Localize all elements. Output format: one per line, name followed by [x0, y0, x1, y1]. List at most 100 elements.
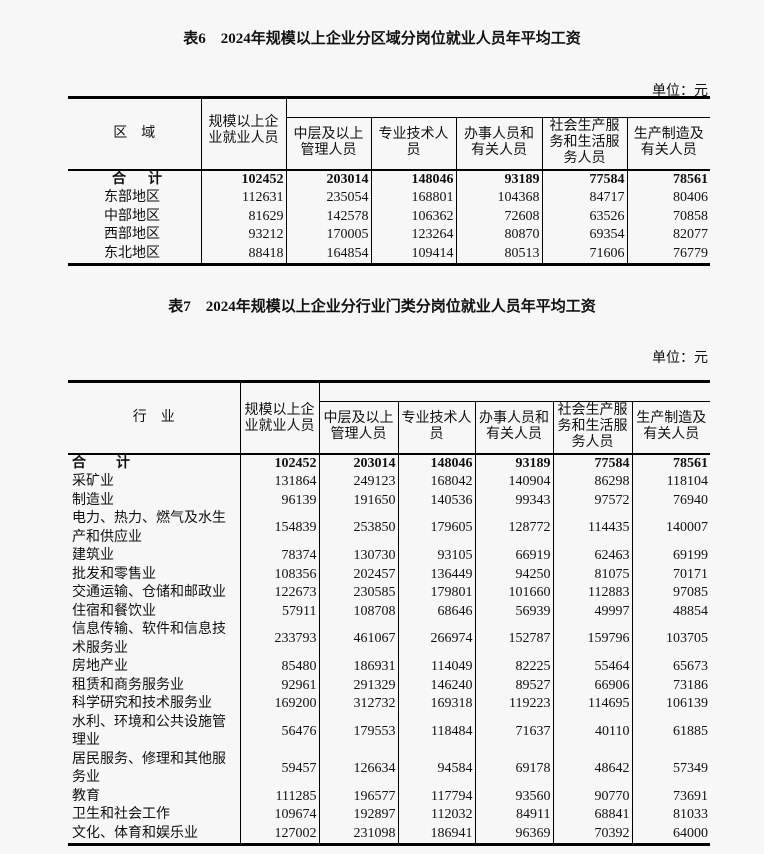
table-row: 信息传输、软件和信息技术服务业 233793 461067 266974 152787 1… [68, 621, 711, 658]
row-label: 制造业 [72, 492, 114, 508]
cell-value: 73186 [631, 676, 711, 695]
cell-value: 122673 [239, 584, 319, 603]
cell-value: 93105 [397, 547, 475, 566]
cell-value: 186931 [318, 658, 398, 677]
cell-value: 69199 [631, 547, 711, 566]
header-col: 规模以上企业就业人员 [200, 97, 286, 171]
cell-value: 97085 [631, 584, 711, 603]
cell-value: 179553 [318, 713, 398, 751]
cell-value: 78561 [631, 453, 711, 473]
cell-value: 109674 [239, 806, 319, 825]
cell-value: 84911 [474, 806, 553, 825]
cell-value: 104368 [455, 189, 542, 208]
table-row: 交通运输、仓储和邮政业 122673 230585 179801 101660 11288… [68, 584, 711, 603]
cell-value: 96139 [239, 491, 319, 510]
cell-value: 70392 [552, 824, 632, 845]
row-label: 东部地区 [104, 190, 160, 205]
row-label: 信息传输、软件和信息技术服务业 [72, 622, 226, 656]
cell-value: 196577 [318, 787, 398, 806]
table7-title: 表7 2024年规模以上企业分行业门类分岗位就业人员年平均工资 [168, 299, 596, 315]
cell-value: 62463 [552, 547, 632, 566]
cell-value: 192897 [318, 806, 398, 825]
cell-value: 82225 [474, 658, 553, 677]
cell-value: 249123 [318, 473, 398, 492]
cell-value: 78561 [626, 169, 711, 189]
cell-value: 59457 [239, 750, 319, 788]
table-row: 电力、热力、燃气及水生产和供应业 154839 253850 179605 128772… [68, 510, 711, 547]
cell-value: 40110 [552, 713, 632, 751]
cell-value: 114695 [552, 695, 632, 714]
cell-value: 76940 [631, 491, 711, 510]
cell-value: 111285 [239, 787, 319, 806]
table-row: 制造业 96139 191650 140536 99343 97572 76940 [68, 491, 711, 510]
cell-value: 56939 [474, 602, 553, 621]
table-row: 东部地区 112631 235054 168801 104368 84717 80406 [68, 189, 711, 208]
cell-value: 118104 [631, 473, 711, 492]
cell-value: 93212 [200, 226, 286, 245]
cell-value: 128772 [474, 510, 553, 547]
table-row: 住宿和餐饮业 57911 108708 68646 56939 49997 48854 [68, 602, 711, 621]
cell-value: 86298 [552, 473, 632, 492]
table-row: 居民服务、修理和其他服务业 59457 126634 94584 69178 48642 5… [68, 750, 711, 788]
cell-value: 140904 [474, 473, 553, 492]
cell-value: 81629 [200, 207, 286, 226]
cell-value: 112032 [397, 806, 475, 825]
cell-value: 148046 [397, 453, 475, 473]
cell-value: 81075 [552, 565, 632, 584]
header-col: 中层及以上管理人员 [318, 401, 398, 455]
row-label: 合 计 [112, 171, 166, 187]
cell-value: 119223 [474, 695, 553, 714]
cell-value: 93189 [455, 169, 542, 189]
row-label: 房地产业 [72, 659, 128, 674]
cell-value: 108356 [239, 565, 319, 584]
cell-value: 169318 [397, 695, 475, 714]
cell-value: 82077 [626, 226, 711, 245]
cell-value: 170005 [285, 226, 371, 245]
cell-value: 114435 [552, 510, 632, 547]
cell-value: 80406 [626, 189, 711, 208]
cell-value: 56476 [239, 713, 319, 751]
cell-value: 114049 [397, 658, 475, 677]
header-industry: 行 业 [68, 381, 240, 455]
row-label: 合 计 [72, 455, 138, 471]
cell-value: 168801 [370, 189, 456, 208]
table-row: 东北地区 88418 164854 109414 80513 71606 76779 [68, 244, 711, 265]
cell-value: 186941 [397, 824, 475, 845]
header-col: 中层及以上管理人员 [285, 117, 371, 171]
cell-value: 117794 [397, 787, 475, 806]
cell-value: 66919 [474, 547, 553, 566]
cell-value: 88418 [200, 244, 286, 265]
cell-value: 94250 [474, 565, 553, 584]
cell-value: 101660 [474, 584, 553, 603]
row-label: 建筑业 [72, 548, 114, 563]
cell-value: 63526 [541, 207, 627, 226]
cell-value: 69354 [541, 226, 627, 245]
row-label: 教育 [72, 788, 100, 804]
cell-value: 77584 [541, 169, 627, 189]
cell-value: 140007 [631, 510, 711, 547]
table-row: 建筑业 78374 130730 93105 66919 62463 69199 [68, 547, 711, 566]
cell-value: 136449 [397, 565, 475, 584]
cell-value: 142578 [285, 207, 371, 226]
row-label: 西部地区 [104, 227, 160, 242]
cell-value: 68841 [552, 806, 632, 825]
table6-title: 表6 2024年规模以上企业分区域分岗位就业人员年平均工资 [183, 31, 581, 47]
cell-value: 65673 [631, 658, 711, 677]
cell-value: 203014 [318, 453, 398, 473]
cell-value: 291329 [318, 676, 398, 695]
cell-value: 108708 [318, 602, 398, 621]
row-label: 文化、体育和娱乐业 [72, 825, 198, 841]
cell-value: 154839 [239, 510, 319, 547]
table-row: 水利、环境和公共设施管理业 56476 179553 118484 71637 40110… [68, 713, 711, 751]
row-label: 批发和零售业 [72, 566, 156, 582]
cell-value: 89527 [474, 676, 553, 695]
cell-value: 55464 [552, 658, 632, 677]
header-col: 生产制造及有关人员 [626, 117, 711, 171]
cell-value: 66906 [552, 676, 632, 695]
cell-value: 235054 [285, 189, 371, 208]
cell-value: 179801 [397, 584, 475, 603]
cell-value: 80513 [455, 244, 542, 265]
cell-value: 99343 [474, 491, 553, 510]
row-label: 采矿业 [72, 474, 114, 489]
cell-value: 94584 [397, 750, 475, 788]
